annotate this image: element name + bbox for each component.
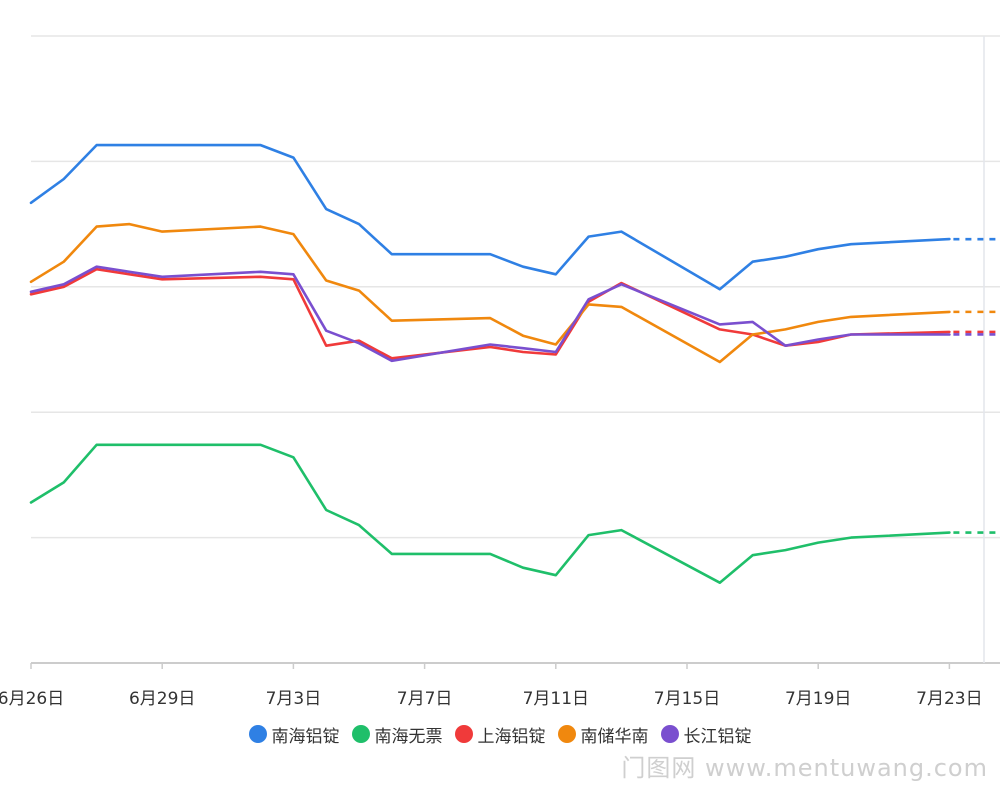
legend-item[interactable]: 长江铝锭 bbox=[660, 722, 752, 747]
series-line-长江铝锭 bbox=[29, 265, 951, 363]
legend: 南海铝锭 南海无票 上海铝锭 南储华南 长江铝锭 bbox=[0, 721, 1000, 747]
legend-item[interactable]: 南海铝锭 bbox=[248, 722, 340, 747]
x-tick-label: 7月3日 bbox=[266, 689, 322, 709]
line-chart: 6月26日 6月29日 7月3日 7月7日 7月11日 7月15日 7月19日 7月23日 bbox=[0, 35, 1000, 709]
legend-item[interactable]: 上海铝锭 bbox=[454, 722, 546, 747]
series-line-上海铝锭 bbox=[29, 267, 951, 360]
x-tick-label: 6月29日 bbox=[129, 689, 195, 709]
legend-item[interactable]: 南储华南 bbox=[557, 722, 649, 747]
legend-label: 长江铝锭 bbox=[683, 726, 752, 747]
series-layer bbox=[29, 143, 1000, 584]
legend-dot-icon bbox=[660, 725, 679, 743]
x-tick-label: 7月23日 bbox=[916, 689, 982, 709]
legend-dot-icon bbox=[351, 725, 370, 743]
series-line-南海无票 bbox=[29, 443, 951, 584]
series-line-南储华南 bbox=[29, 222, 951, 364]
legend-label: 南储华南 bbox=[580, 726, 649, 747]
x-tick-label: 6月26日 bbox=[0, 689, 64, 709]
legend-item[interactable]: 南海无票 bbox=[351, 722, 443, 747]
legend-dot-icon bbox=[557, 725, 576, 743]
legend-dot-icon bbox=[248, 725, 267, 743]
x-tick-label: 7月15日 bbox=[654, 689, 720, 709]
legend-label: 南海无票 bbox=[374, 726, 443, 747]
legend-dot-icon bbox=[454, 725, 473, 743]
x-axis: 6月26日 6月29日 7月3日 7月7日 7月11日 7月15日 7月19日 7月23日 bbox=[0, 663, 983, 709]
grid-lines bbox=[31, 35, 1000, 664]
x-tick-label: 7月7日 bbox=[397, 689, 453, 709]
legend-label: 南海铝锭 bbox=[271, 726, 340, 747]
watermark-text: 门图网 www.mentuwang.com bbox=[621, 754, 988, 782]
legend-label: 上海铝锭 bbox=[477, 726, 546, 747]
x-tick-label: 7月11日 bbox=[523, 689, 589, 709]
series-line-南海铝锭 bbox=[29, 143, 951, 291]
x-tick-label: 7月19日 bbox=[785, 689, 851, 709]
